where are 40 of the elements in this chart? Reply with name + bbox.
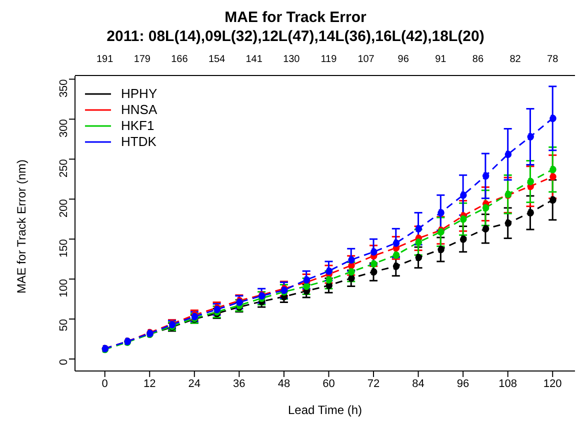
x-tick-label: 0 bbox=[102, 378, 108, 390]
x-tick-label: 120 bbox=[543, 378, 562, 390]
y-tick-label: 50 bbox=[58, 319, 70, 332]
y-tick-label: 100 bbox=[58, 279, 70, 298]
y-axis-title: MAE for Track Error (nm) bbox=[14, 159, 28, 294]
y-tick-label: 300 bbox=[58, 119, 70, 138]
x-tick-label: 60 bbox=[322, 378, 335, 390]
chart-subtitle: 2011: 08L(14),09L(32),12L(47),14L(36),16L(42),18L(20) bbox=[106, 27, 486, 46]
legend-label: HKF1 bbox=[121, 118, 154, 134]
text: 179 bbox=[132, 54, 152, 65]
text: 96 bbox=[396, 54, 410, 65]
y-tick-label: 250 bbox=[58, 159, 70, 178]
text: 141 bbox=[244, 54, 264, 65]
x-tick-label: 48 bbox=[278, 378, 290, 390]
text: 107 bbox=[356, 54, 376, 65]
legend-label: HPHY bbox=[121, 86, 158, 102]
text: 78 bbox=[546, 54, 560, 65]
legend-label: HTDK bbox=[121, 134, 156, 150]
text: 191 bbox=[96, 54, 114, 65]
y-tick-label: 150 bbox=[58, 239, 70, 258]
text: 166 bbox=[170, 54, 189, 65]
x-tick-label: 108 bbox=[498, 378, 518, 390]
text: 154 bbox=[207, 54, 226, 65]
text: 86 bbox=[471, 54, 485, 65]
text: 119 bbox=[320, 54, 338, 65]
y-tick-label: 350 bbox=[58, 79, 70, 98]
x-tick-label: 24 bbox=[188, 378, 201, 390]
text: 130 bbox=[282, 54, 301, 65]
x-tick-label: 36 bbox=[233, 378, 246, 390]
x-tick-label: 12 bbox=[144, 378, 156, 390]
text: 82 bbox=[508, 54, 522, 65]
legend-label: HNSA bbox=[121, 102, 158, 118]
x-tick-label: 96 bbox=[456, 378, 470, 390]
chart-title: MAE for Track Error bbox=[224, 8, 368, 27]
x-tick-label: 84 bbox=[412, 378, 424, 390]
x-tick-label: 72 bbox=[367, 378, 380, 390]
y-tick-label: 0 bbox=[58, 359, 70, 366]
x-axis-title: Lead Time (h) bbox=[288, 403, 362, 417]
text: 91 bbox=[434, 54, 448, 65]
y-tick-label: 200 bbox=[58, 199, 70, 218]
